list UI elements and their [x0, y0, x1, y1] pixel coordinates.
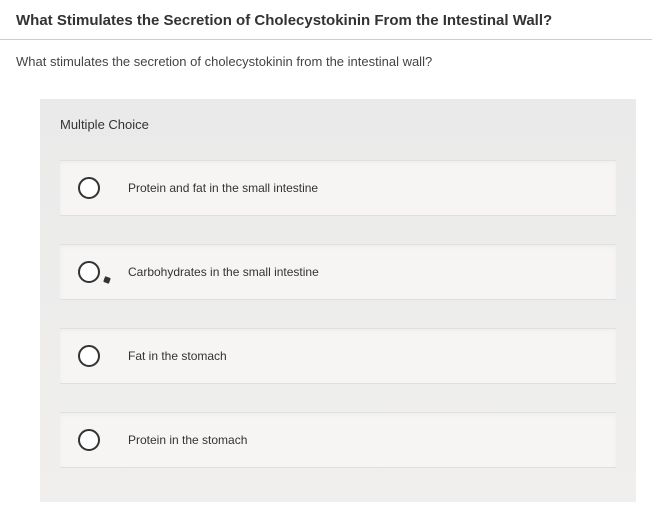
question-row: What stimulates the secretion of cholecy… — [0, 40, 652, 83]
radio-icon[interactable] — [78, 261, 100, 283]
header-bar: What Stimulates the Secretion of Cholecy… — [0, 0, 652, 40]
option-row[interactable]: Protein and fat in the small intestine — [60, 160, 616, 216]
option-label: Protein in the stomach — [128, 433, 247, 447]
page-title: What Stimulates the Secretion of Cholecy… — [16, 12, 636, 29]
radio-icon[interactable] — [78, 429, 100, 451]
radio-icon[interactable] — [78, 177, 100, 199]
option-row[interactable]: Protein in the stomach — [60, 412, 616, 468]
option-label: Fat in the stomach — [128, 349, 227, 363]
option-row[interactable]: Carbohydrates in the small intestine — [60, 244, 616, 300]
option-label: Protein and fat in the small intestine — [128, 181, 318, 195]
option-row[interactable]: Fat in the stomach — [60, 328, 616, 384]
multiple-choice-label: Multiple Choice — [60, 117, 616, 132]
answer-panel: Multiple Choice Protein and fat in the s… — [40, 99, 636, 502]
radio-icon[interactable] — [78, 345, 100, 367]
question-text: What stimulates the secretion of cholecy… — [16, 54, 636, 69]
option-label: Carbohydrates in the small intestine — [128, 265, 319, 279]
